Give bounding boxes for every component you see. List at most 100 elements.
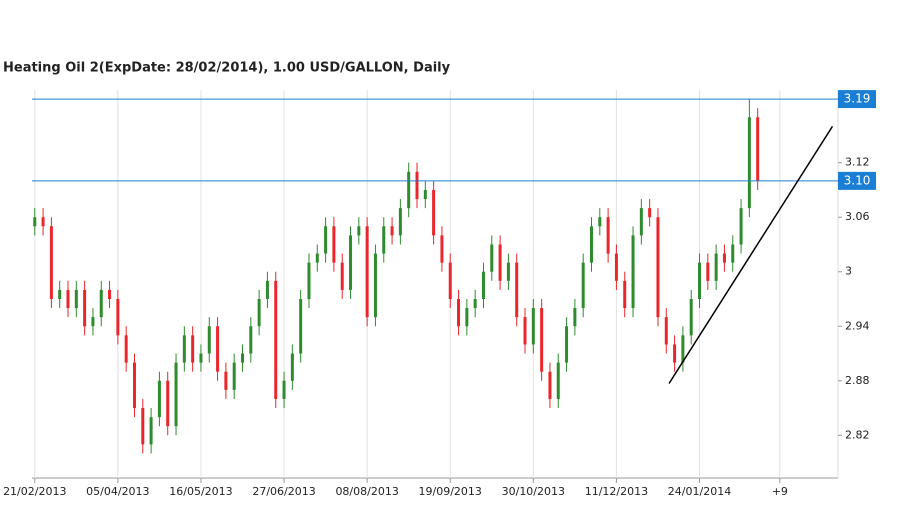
candle-body [623, 280, 627, 309]
candle-body [540, 308, 544, 372]
candle-body [166, 380, 170, 427]
candle-body [681, 335, 685, 363]
candle-body [332, 226, 336, 263]
candle-body [324, 226, 328, 254]
candle-body [265, 280, 269, 299]
candle-body [33, 217, 37, 227]
candle-body [614, 253, 618, 281]
candle-body [656, 217, 660, 318]
y-tick-label: 3 [845, 265, 852, 278]
x-tick-label: 24/01/2014 [668, 485, 731, 498]
candle-body [49, 226, 53, 299]
candle-body [315, 253, 319, 263]
candle-body [581, 262, 585, 309]
candle-body [423, 189, 427, 200]
candle-body [556, 362, 560, 399]
candle-body [731, 244, 735, 263]
candle-body [714, 253, 718, 281]
candle-body [141, 408, 145, 445]
candle-body [648, 208, 652, 218]
candle-body [365, 226, 369, 318]
x-tick-label: 30/10/2013 [502, 485, 565, 498]
x-tick-label: 27/06/2013 [252, 485, 315, 498]
candle-body [573, 308, 577, 327]
candle-body [282, 380, 286, 399]
candle-body [689, 298, 693, 336]
candle-body [465, 308, 469, 327]
candle-body [307, 262, 311, 299]
y-tick-label: 3.06 [845, 210, 870, 223]
candle-body [74, 289, 78, 309]
candle-body [382, 226, 386, 254]
candle-body [415, 171, 419, 200]
candle-body [548, 371, 552, 399]
candle-body [639, 208, 643, 236]
candle-body [448, 262, 452, 299]
candle-body [631, 235, 635, 309]
candle-body [349, 235, 353, 290]
candle-body [589, 226, 593, 263]
candle-body [41, 217, 45, 227]
candle-body [523, 317, 527, 345]
candle-body [473, 298, 477, 309]
x-tick-label: 19/09/2013 [419, 485, 482, 498]
candle-body [357, 226, 361, 236]
candle-body [598, 217, 602, 227]
candle-body [290, 353, 294, 381]
candle-body [249, 326, 253, 354]
candle-body [706, 262, 710, 281]
candle-body [182, 335, 186, 363]
candle-body [340, 262, 344, 290]
chart-title: Heating Oil 2(ExpDate: 28/02/2014), 1.00… [3, 61, 451, 76]
candle-body [91, 317, 95, 327]
y-tick-label: 2.88 [845, 374, 870, 387]
x-tick-label: 08/08/2013 [335, 485, 398, 498]
level-label: 3.19 [844, 92, 871, 106]
candle-body [531, 308, 535, 345]
candle-body [299, 298, 303, 354]
candle-body [747, 117, 751, 209]
candle-body [565, 326, 569, 363]
y-tick-label: 2.82 [845, 428, 870, 441]
candle-body [116, 298, 120, 336]
candle-body [481, 271, 485, 299]
candle-body [124, 335, 128, 363]
candle-body [132, 362, 136, 409]
candle-body [722, 253, 726, 263]
candle-body [66, 289, 70, 309]
candle-body [373, 253, 377, 318]
x-tick-label: 21/02/2013 [3, 485, 66, 498]
candle-body [673, 344, 677, 363]
candle-body [606, 217, 610, 254]
candle-body [390, 226, 394, 236]
candle-body [157, 380, 161, 418]
trend-line [668, 125, 834, 384]
x-tick-label: 05/04/2013 [86, 485, 149, 498]
x-tick-label: 16/05/2013 [169, 485, 232, 498]
candle-body [257, 298, 261, 327]
candle-body [457, 298, 461, 327]
candle-body [398, 208, 402, 236]
y-tick-label: 3.12 [845, 156, 870, 169]
candle-body [216, 326, 220, 372]
x-tick-label: +9 [772, 485, 788, 498]
candle-body [440, 235, 444, 263]
candle-body [191, 335, 195, 363]
candle-body [232, 362, 236, 390]
candle-body [99, 289, 103, 318]
candle-body [490, 244, 494, 272]
candle-body [498, 244, 502, 281]
y-tick-label: 2.94 [845, 319, 870, 332]
candle-body [515, 262, 519, 318]
candle-body [174, 362, 178, 427]
candle-body [83, 289, 87, 327]
candle-body [432, 189, 436, 236]
candle-body [207, 326, 211, 354]
candle-body [664, 317, 668, 345]
candle-body [108, 289, 112, 299]
level-label-box [838, 171, 876, 190]
candle-body [224, 371, 228, 390]
candle-body [149, 417, 153, 445]
candle-body [698, 262, 702, 299]
